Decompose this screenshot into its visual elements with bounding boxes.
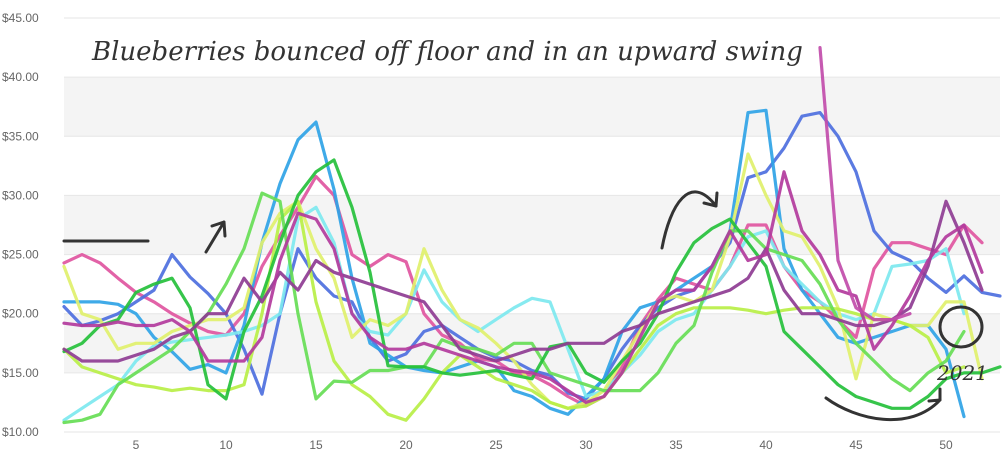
x-tick-label: 35 <box>669 438 683 452</box>
y-tick-label: $35.00 <box>2 129 39 143</box>
series-line-11 <box>818 46 912 322</box>
arrow-curve-down-icon <box>660 190 719 250</box>
x-axis-ticks: 5 10 15 20 25 30 35 40 45 50 <box>133 438 953 452</box>
x-tick-label: 25 <box>489 438 503 452</box>
x-tick-label: 40 <box>759 438 773 452</box>
series-lines <box>62 46 1002 425</box>
series-line-8 <box>62 158 1002 410</box>
x-tick-label: 20 <box>399 438 413 452</box>
annotations: Blueberries bounced off floor and in an … <box>62 37 988 422</box>
x-tick-label: 10 <box>219 438 233 452</box>
series-line-2 <box>62 111 1002 401</box>
annotation-year: 2021 <box>936 361 988 385</box>
x-tick-label: 15 <box>309 438 323 452</box>
arrow-curve-up-icon <box>824 387 942 422</box>
circle-mark <box>938 305 984 349</box>
series-line-10 <box>62 170 984 404</box>
y-tick-label: $25.00 <box>2 248 39 262</box>
y-tick-label: $30.00 <box>2 188 39 202</box>
x-tick-label: 45 <box>849 438 863 452</box>
y-tick-label: $15.00 <box>2 366 39 380</box>
grid-band <box>64 195 1000 255</box>
annotation-title: Blueberries bounced off floor and in an … <box>91 37 803 67</box>
grid-band <box>64 77 1000 137</box>
x-tick-label: 5 <box>133 438 140 452</box>
y-axis-ticks: $10.00 $15.00 $20.00 $25.00 $30.00 $35.00 $40.… <box>2 11 39 439</box>
x-tick-label: 50 <box>939 438 953 452</box>
series-line-4 <box>62 205 966 422</box>
x-tick-label: 30 <box>579 438 593 452</box>
y-tick-label: $45.00 <box>2 11 39 25</box>
y-tick-label: $10.00 <box>2 425 39 439</box>
series-line-7 <box>62 191 966 425</box>
y-tick-label: $20.00 <box>2 307 39 321</box>
series-line-9 <box>62 199 984 363</box>
series-line-3 <box>62 108 966 419</box>
arrow-up-left-icon <box>204 220 227 254</box>
y-tick-label: $40.00 <box>2 70 39 84</box>
